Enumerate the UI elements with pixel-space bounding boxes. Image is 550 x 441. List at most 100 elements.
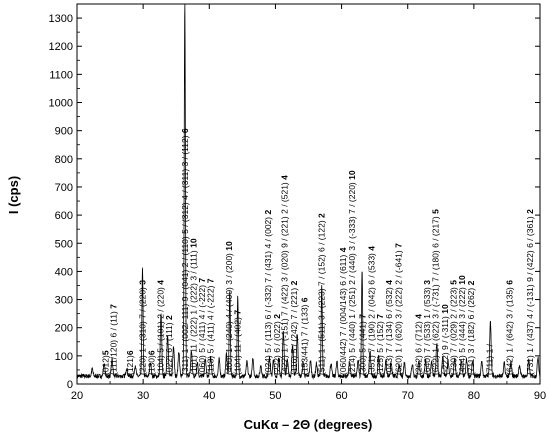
- peak-label: (444) 5 / (444) 3 / (222) 10: [457, 275, 467, 375]
- peak-indices: (125) 5 / (152): [375, 319, 385, 375]
- y-tick-label: 700: [55, 182, 73, 194]
- x-tick-label: 70: [402, 390, 414, 402]
- peak-phase-number: 7: [197, 278, 207, 283]
- peak-label: (300) 5 / (441) 7: [358, 314, 368, 375]
- peak-indices: (024) 5 / (113) 6 / (-332) 7 / (431) 4 /…: [263, 215, 273, 375]
- peak-indices: (060) 5 / (411) 4 / (-222): [197, 283, 207, 375]
- y-axis-title: I (cps): [6, 176, 21, 214]
- diffraction-pattern-line: [76, 3, 541, 380]
- peak-indices: (-222) 9 / (-311): [440, 314, 450, 375]
- peak-phase-number: 2: [272, 314, 282, 319]
- x-axis-title: CuKα – 2Θ (degrees): [244, 417, 373, 432]
- peak-indices: (351) 7 / (190) 2 / (042) 6 / (533): [366, 251, 376, 375]
- peak-phase-number: 4: [384, 280, 394, 285]
- peak-phase-number: 7: [358, 314, 368, 319]
- peak-phase-number: 10: [188, 238, 198, 248]
- peak-phase-number: 7: [375, 314, 385, 319]
- peak-indices: (101) 11 / (222) 1 / (222) 3 / (111): [188, 248, 198, 375]
- peak-indices: (311) 1 / (002/-111) 9 / (041) 2 / (110)…: [180, 133, 190, 375]
- peak-phase-number: 7: [108, 304, 118, 309]
- peak-phase-number: 3: [422, 280, 432, 285]
- x-tick-label: 40: [203, 390, 215, 402]
- peak-label: (622) 1 / (622) 3 / (-731) 7 / (180) 6 /…: [431, 209, 441, 375]
- peak-label: (-222) 9 / (-311) 10: [440, 304, 450, 375]
- peak-indices: (222) 6 / (022): [272, 319, 282, 375]
- peak-phase-number: 2: [317, 213, 327, 218]
- peak-phase-number: 4: [338, 247, 348, 252]
- peak-label: (620) 1 / (620) 3 / (222) 2 / (-641) 7: [394, 243, 404, 375]
- y-tick-label: 800: [55, 154, 73, 166]
- peak-label: (060) 5 / (411) 4 / (-222) 7: [197, 278, 207, 375]
- peak-indices: (153/441) 7 / (133): [300, 302, 310, 375]
- x-tick-label: 50: [269, 390, 281, 402]
- peak-label: (101) 11 / (222) 1 / (222) 3 / (111) 10: [188, 238, 198, 375]
- peak-label: (222) 6 / (022) 2: [272, 314, 282, 375]
- peak-phase-number: 7: [233, 310, 243, 315]
- x-tick-label: 30: [137, 390, 149, 402]
- y-tick-label: 100: [55, 351, 73, 363]
- peak-label: (116) 5 / (242) 7 / (221) 2: [289, 280, 299, 375]
- peak-label: (111/120) 6 / (11) 7: [108, 304, 118, 375]
- peak-indices: (711) 3 / (182) 6 / (262): [466, 285, 476, 375]
- y-axis: 0 100 200 300 400 500 600 700 800 900 1000 1100 1200…: [49, 13, 540, 391]
- peak-label: (121)6: [125, 350, 135, 375]
- peak-indices: (022) 6 / (111): [164, 320, 174, 375]
- peak-label: (400) 1 / (240) 4 / (400) 3 / (200) 10: [224, 241, 234, 375]
- peak-phase-number: 3: [138, 280, 148, 285]
- peak-label: (130)6: [147, 350, 157, 375]
- peak-phase-number: 6: [147, 350, 157, 355]
- peak-indices: (422) 1 / (-151) 7 / (422) 3 / (020) 9 /…: [280, 180, 290, 375]
- peak-label: (104) 11 / (402) 7: [233, 310, 243, 375]
- peak-indices: (640) 7 / (533) 1 / (533): [422, 285, 432, 375]
- peak-label: (711) 1 /: [485, 343, 495, 375]
- peak-phase-number: 4: [280, 175, 290, 180]
- peak-label: (012)5: [100, 350, 110, 375]
- y-tick-label: 200: [55, 323, 73, 335]
- peak-phase-number: 10: [224, 241, 234, 251]
- peak-indices: (620) 1 / (620) 3 / (222) 2 / (-641): [394, 248, 404, 375]
- peak-phase-number: 5: [431, 209, 441, 214]
- peak-indices: (104) 5 / (101) 2 / (220): [155, 285, 165, 375]
- peak-phase-number: 2: [289, 280, 299, 285]
- y-tick-label: 1200: [49, 41, 73, 53]
- y-tick-label: 1000: [49, 98, 73, 110]
- peak-label: (642) 1 / (642) 3 / (135) 6: [505, 280, 515, 375]
- y-tick-label: 500: [55, 238, 73, 250]
- peak-indices: (214) 5 / (440) 1 / (251) 2 / (440) 3 / …: [347, 180, 357, 375]
- peak-indices: (511) 1 / (511) 3 / (223) 7 / (152) 6 / …: [317, 218, 327, 375]
- peak-phase-number: 2: [466, 280, 476, 285]
- peak-phase-number: 6: [505, 280, 515, 285]
- y-tick-label: 900: [55, 126, 73, 138]
- peak-phase-number: 6: [125, 350, 135, 355]
- peak-phase-number: 10: [457, 275, 467, 285]
- peak-indices: (730) 7 / (029) 2 / (223): [448, 285, 458, 375]
- peak-indices: (262) 6 / (712): [413, 319, 423, 375]
- y-tick-label: 400: [55, 266, 73, 278]
- x-axis: 20 30 40 50 60 70 80 90: [71, 4, 546, 402]
- peak-phase-number: 4: [413, 314, 423, 319]
- peak-phase-number: 6: [180, 128, 190, 133]
- peak-indices: (711) 1 /: [485, 343, 495, 375]
- peak-label: (125) 5 / (152) 7: [375, 314, 385, 375]
- peak-label: (043) 7 / (134) 6 / (532) 4: [384, 280, 394, 375]
- peak-label: (022) 6 / (111) 2: [164, 315, 174, 375]
- peak-indices: (012): [100, 355, 110, 375]
- peak-indices: (116) 5 / (242) 7 / (221): [289, 285, 299, 375]
- peak-indices: (111/120) 6 / (11): [108, 309, 118, 375]
- peak-phase-number: 5: [448, 280, 458, 285]
- peak-label: (113) 5 / (411) 4 / (-222) 7: [206, 278, 216, 375]
- peak-label: (730) 7 / (029) 2 / (223) 5: [448, 280, 458, 375]
- peak-indices: (642) 1 / (642) 3 / (135): [505, 285, 515, 375]
- peak-annotations: (012)5(111/120) 6 / (11) 7(121)6 (220) 1 …: [100, 128, 535, 375]
- peak-phase-number: 2: [525, 209, 535, 214]
- y-tick-label: 1300: [49, 13, 73, 25]
- peak-phase-number: 4: [366, 246, 376, 251]
- peak-phase-number: 10: [440, 304, 450, 314]
- peak-phase-number: 2: [263, 210, 273, 215]
- peak-indices: (400) 1 / (240) 4 / (400) 3 / (200): [224, 251, 234, 375]
- peak-indices: (300) 5 / (441): [358, 319, 368, 375]
- peak-label: (511) 1 / (511) 3 / (223) 7 / (152) 6 / …: [317, 213, 327, 375]
- x-tick-label: 80: [468, 390, 480, 402]
- peak-indices: (444) 5 / (444) 3 / (222): [457, 285, 467, 375]
- peak-phase-number: 7: [394, 243, 404, 248]
